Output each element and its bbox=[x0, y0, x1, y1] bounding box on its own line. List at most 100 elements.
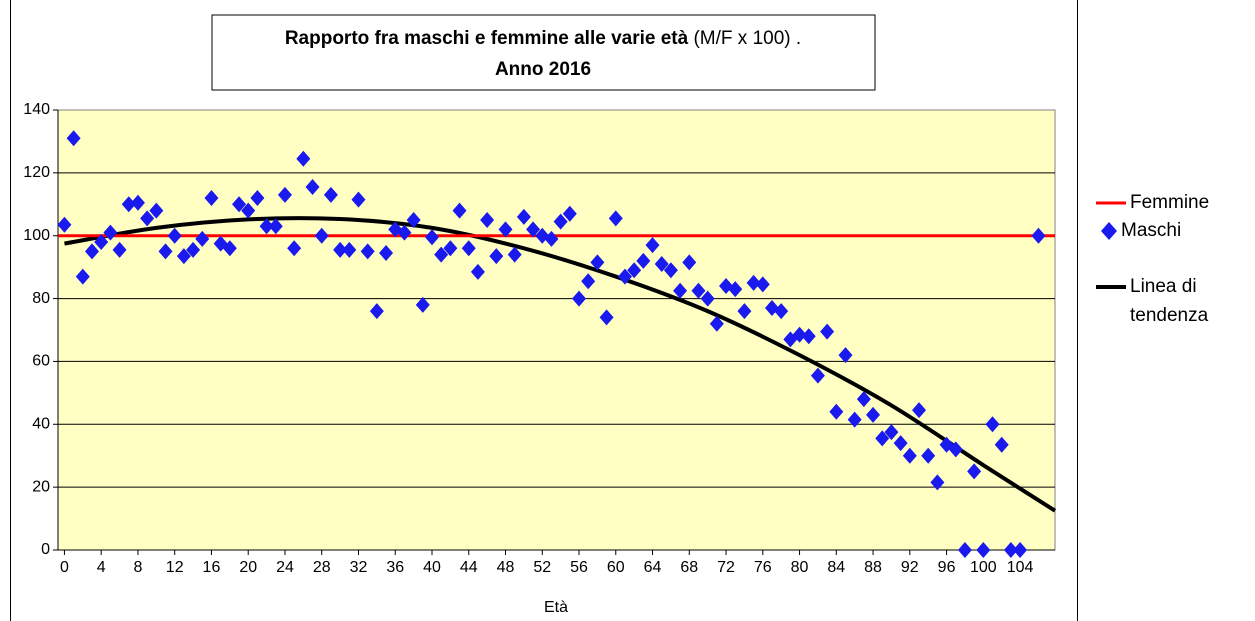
point bbox=[838, 347, 853, 364]
x-tick-label: 0 bbox=[60, 559, 69, 576]
point bbox=[1013, 542, 1028, 558]
x-tick-label: 32 bbox=[350, 559, 368, 576]
point bbox=[829, 403, 844, 420]
point bbox=[700, 290, 715, 307]
point bbox=[66, 130, 81, 147]
x-tick-label: 76 bbox=[754, 559, 772, 576]
point bbox=[296, 150, 311, 167]
point bbox=[250, 190, 265, 206]
y-tick-label: 20 bbox=[32, 478, 50, 495]
point bbox=[581, 273, 596, 290]
x-tick-label: 96 bbox=[938, 559, 956, 576]
x-tick-label: 40 bbox=[423, 559, 441, 576]
point bbox=[277, 186, 292, 203]
title-line: Rapporto fra maschi e femmine alle varie… bbox=[285, 28, 801, 49]
y-tick-label: 120 bbox=[23, 164, 50, 181]
point bbox=[470, 263, 485, 280]
point bbox=[801, 328, 816, 345]
x-tick-label: 4 bbox=[97, 559, 106, 576]
point bbox=[636, 252, 651, 269]
point bbox=[305, 179, 320, 195]
x-tick-label: 64 bbox=[644, 559, 662, 576]
x-tick-label: 44 bbox=[460, 559, 478, 576]
x-tick-label: 60 bbox=[607, 559, 625, 576]
point bbox=[792, 326, 807, 343]
point bbox=[810, 367, 825, 384]
point bbox=[737, 303, 752, 320]
point bbox=[204, 190, 219, 206]
x-tick-label: 88 bbox=[864, 559, 882, 576]
point bbox=[94, 234, 109, 250]
point bbox=[130, 194, 145, 211]
point bbox=[379, 245, 394, 261]
point bbox=[480, 212, 495, 228]
point bbox=[369, 303, 384, 320]
point bbox=[342, 241, 357, 258]
x-tick-label: 72 bbox=[717, 559, 735, 576]
point bbox=[820, 323, 835, 340]
point bbox=[222, 240, 237, 257]
point bbox=[902, 447, 917, 464]
point bbox=[645, 237, 660, 254]
x-tick-label: 8 bbox=[133, 559, 142, 576]
x-tick-label: 84 bbox=[827, 559, 845, 576]
point bbox=[498, 221, 513, 238]
x-tick-label: 80 bbox=[791, 559, 809, 576]
point bbox=[232, 196, 247, 213]
point bbox=[287, 240, 302, 257]
point bbox=[866, 406, 881, 423]
legend-label: Maschi bbox=[1121, 220, 1181, 241]
title-box bbox=[211, 14, 876, 91]
point bbox=[452, 202, 467, 219]
point bbox=[241, 202, 256, 219]
point bbox=[167, 227, 182, 244]
point bbox=[709, 315, 724, 332]
point bbox=[149, 202, 164, 219]
point bbox=[516, 208, 531, 225]
x-tick-label: 16 bbox=[203, 559, 221, 576]
y-tick-label: 100 bbox=[23, 227, 50, 244]
point bbox=[544, 230, 559, 247]
point bbox=[691, 282, 706, 299]
x-tick-label: 92 bbox=[901, 559, 919, 576]
x-tick-label: 12 bbox=[166, 559, 184, 576]
x-axis-label: Età bbox=[544, 599, 568, 616]
point bbox=[314, 227, 329, 244]
point bbox=[112, 241, 127, 258]
point bbox=[1003, 542, 1018, 558]
x-tick-label: 100 bbox=[970, 559, 997, 576]
point bbox=[176, 248, 191, 265]
x-tick-label: 56 bbox=[570, 559, 588, 576]
point bbox=[103, 224, 118, 241]
point bbox=[590, 254, 605, 271]
chart-title: Rapporto fra maschi e femmine alle varie… bbox=[285, 28, 689, 49]
point bbox=[912, 402, 927, 419]
point bbox=[553, 213, 568, 230]
x-tick-label: 104 bbox=[1007, 559, 1034, 576]
point bbox=[121, 196, 136, 213]
point bbox=[755, 276, 770, 293]
point bbox=[948, 441, 963, 458]
point bbox=[746, 274, 761, 291]
point bbox=[461, 240, 476, 257]
point bbox=[268, 218, 283, 235]
point bbox=[572, 290, 587, 307]
point bbox=[507, 246, 522, 263]
point bbox=[774, 303, 789, 320]
y-tick-label: 40 bbox=[32, 416, 50, 433]
point bbox=[627, 262, 642, 279]
point bbox=[884, 424, 899, 441]
point bbox=[489, 248, 504, 265]
legend-swatch bbox=[1101, 222, 1117, 240]
x-tick-label: 48 bbox=[497, 559, 515, 576]
title-note: (M/F x 100) . bbox=[693, 28, 801, 49]
point bbox=[1031, 227, 1046, 244]
point bbox=[875, 430, 890, 447]
point bbox=[360, 243, 375, 260]
point bbox=[921, 447, 936, 464]
x-tick-label: 20 bbox=[239, 559, 257, 576]
plot-area bbox=[57, 109, 1056, 551]
point bbox=[424, 229, 439, 246]
point bbox=[682, 254, 697, 271]
